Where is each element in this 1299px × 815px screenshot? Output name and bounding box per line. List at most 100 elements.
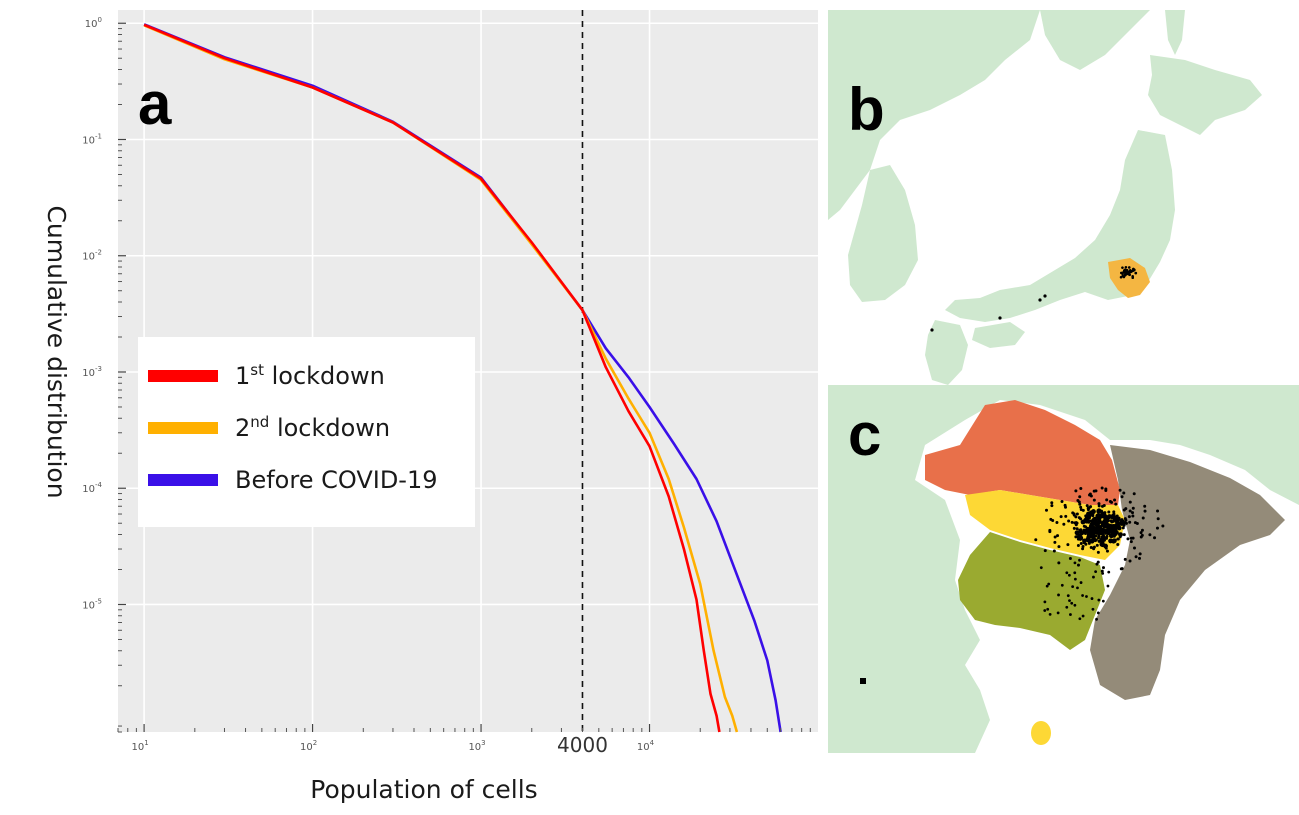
small-island-marker xyxy=(860,678,866,684)
population-point xyxy=(1051,518,1055,522)
population-point xyxy=(1131,511,1135,515)
legend: 1st lockdown 2nd lockdown Before COVID-19 xyxy=(138,337,475,527)
population-point xyxy=(1074,530,1080,536)
population-point xyxy=(1143,509,1147,513)
population-point xyxy=(1100,486,1104,490)
population-point xyxy=(1127,266,1131,269)
continent-landmass xyxy=(828,10,1040,220)
population-point xyxy=(1084,514,1090,520)
population-point xyxy=(1050,501,1054,505)
population-point xyxy=(1120,567,1124,571)
population-point xyxy=(1132,267,1135,271)
shikoku-island xyxy=(972,322,1025,348)
population-point xyxy=(1138,552,1142,556)
population-point xyxy=(1038,298,1042,302)
population-point xyxy=(1078,502,1082,506)
y-tick-label: 10-1 xyxy=(82,132,102,146)
population-point xyxy=(1073,603,1077,607)
population-point xyxy=(1048,613,1052,616)
tokyo-population-points-c xyxy=(1034,486,1165,621)
population-point xyxy=(1070,601,1074,605)
threshold-marker-label: 4000 xyxy=(557,733,608,757)
population-point xyxy=(1074,489,1078,493)
population-point xyxy=(1105,549,1109,553)
population-point xyxy=(1067,519,1071,523)
population-point xyxy=(1123,557,1127,561)
population-point xyxy=(1107,570,1111,574)
population-point xyxy=(1050,504,1054,508)
population-point xyxy=(1076,499,1080,503)
population-point xyxy=(1119,519,1125,524)
population-point xyxy=(1110,500,1114,504)
population-point xyxy=(1124,507,1128,511)
population-point xyxy=(1057,561,1061,565)
population-point xyxy=(1096,611,1100,615)
population-point xyxy=(1156,517,1160,521)
population-point xyxy=(1078,558,1081,562)
population-point xyxy=(1079,486,1083,490)
population-point xyxy=(1100,504,1104,508)
series-layer xyxy=(143,23,782,733)
population-point xyxy=(1060,499,1064,503)
population-point xyxy=(1043,600,1047,604)
far-east-landmass xyxy=(1040,10,1150,70)
population-point xyxy=(1089,533,1095,539)
population-point xyxy=(1062,522,1066,526)
population-point xyxy=(1131,506,1135,510)
population-point xyxy=(1090,525,1096,531)
population-point xyxy=(1143,504,1147,508)
population-point xyxy=(1039,566,1043,570)
population-point xyxy=(1070,520,1074,524)
population-point xyxy=(1095,617,1098,621)
population-point xyxy=(1076,563,1080,567)
population-point xyxy=(1075,527,1079,531)
y-tick-label: 100 xyxy=(85,16,102,30)
map-panel-japan: b xyxy=(828,10,1290,385)
population-point xyxy=(1121,526,1125,530)
population-point xyxy=(1128,509,1132,513)
hokkaido-island xyxy=(1148,55,1262,135)
population-point xyxy=(1153,536,1157,540)
population-point xyxy=(1089,546,1093,550)
population-point xyxy=(1078,617,1082,621)
population-point xyxy=(1110,520,1114,524)
population-point xyxy=(1085,504,1089,508)
population-point xyxy=(1114,502,1118,506)
x-tick-label: 104 xyxy=(637,739,655,753)
population-point xyxy=(1096,530,1102,536)
population-point xyxy=(1102,513,1108,519)
population-point xyxy=(1137,556,1141,560)
population-point xyxy=(1116,542,1120,546)
population-point xyxy=(1053,540,1057,544)
population-point xyxy=(1140,528,1144,532)
population-point xyxy=(1128,520,1132,524)
population-point xyxy=(1080,519,1086,525)
population-point xyxy=(1126,537,1130,541)
population-point xyxy=(1124,265,1128,269)
population-point xyxy=(1079,581,1083,584)
population-point xyxy=(1156,509,1160,513)
population-point xyxy=(1091,517,1097,522)
legend-label: Before COVID-19 xyxy=(235,466,438,494)
population-point xyxy=(1073,577,1077,581)
legend-swatch xyxy=(148,370,218,382)
population-point xyxy=(1093,520,1099,526)
population-point xyxy=(1043,609,1047,612)
population-point xyxy=(1112,527,1118,533)
surrounding-land xyxy=(828,385,1299,753)
population-point xyxy=(1128,500,1132,504)
population-point xyxy=(1116,537,1120,541)
population-point xyxy=(1121,266,1124,269)
population-point xyxy=(1064,514,1068,518)
chart-panel: 101 102 103 104 100 10-1 10-2 10-3 10-4 10-5 4000… xyxy=(42,10,818,804)
population-point xyxy=(1133,521,1137,525)
population-point xyxy=(1097,502,1101,506)
population-point xyxy=(1101,571,1105,575)
population-point xyxy=(1072,513,1076,517)
population-point xyxy=(1092,498,1096,502)
population-point xyxy=(1095,543,1099,547)
population-point xyxy=(1129,540,1133,544)
sakhalin-island xyxy=(1165,10,1185,55)
y-tick-label: 10-4 xyxy=(82,481,102,495)
population-point xyxy=(1096,550,1100,554)
